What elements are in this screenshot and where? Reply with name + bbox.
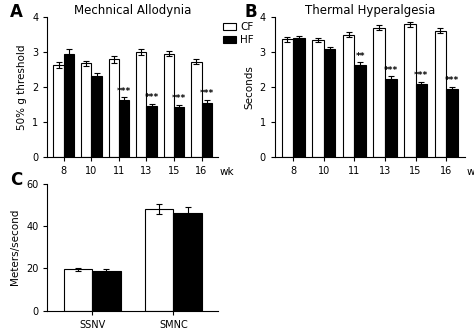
Title: Thermal Hyperalgesia: Thermal Hyperalgesia — [305, 4, 435, 17]
Y-axis label: 50% g threshold: 50% g threshold — [17, 44, 27, 130]
Text: A: A — [10, 3, 23, 21]
Bar — [64, 269, 92, 311]
Text: ***: *** — [117, 87, 131, 96]
Bar — [173, 213, 202, 311]
Bar — [446, 89, 458, 157]
Text: wk: wk — [220, 167, 234, 177]
Y-axis label: Seconds: Seconds — [244, 65, 254, 109]
Text: ***: *** — [414, 71, 428, 80]
Bar — [174, 107, 184, 157]
Bar — [145, 209, 173, 311]
Bar — [201, 103, 212, 157]
Bar — [109, 59, 119, 157]
Bar — [355, 65, 366, 157]
Bar — [136, 52, 146, 157]
Text: ***: *** — [445, 76, 459, 85]
Bar — [404, 24, 416, 157]
Bar — [64, 53, 74, 157]
Text: ***: *** — [145, 93, 159, 102]
Bar — [343, 35, 355, 157]
Bar — [54, 65, 64, 157]
Bar — [435, 31, 446, 157]
Text: ***: *** — [383, 65, 398, 74]
Bar — [324, 49, 336, 157]
Bar — [119, 100, 129, 157]
Bar — [374, 28, 385, 157]
Bar — [385, 79, 397, 157]
Bar — [191, 61, 201, 157]
Text: ***: *** — [172, 94, 186, 103]
Bar — [81, 63, 91, 157]
Bar — [146, 106, 157, 157]
Text: C: C — [10, 171, 22, 189]
Bar — [92, 271, 120, 311]
Text: wk: wk — [466, 167, 474, 177]
Y-axis label: Meters/second: Meters/second — [10, 209, 20, 285]
Bar — [416, 85, 427, 157]
Bar — [164, 53, 174, 157]
Bar — [312, 40, 324, 157]
Text: B: B — [245, 3, 257, 21]
Text: ***: *** — [200, 90, 214, 99]
Bar — [91, 76, 102, 157]
Bar — [293, 38, 305, 157]
Bar — [282, 39, 293, 157]
Text: **: ** — [356, 51, 365, 60]
Legend: CF, HF: CF, HF — [223, 22, 254, 45]
Title: Mechnical Allodynia: Mechnical Allodynia — [74, 4, 191, 17]
